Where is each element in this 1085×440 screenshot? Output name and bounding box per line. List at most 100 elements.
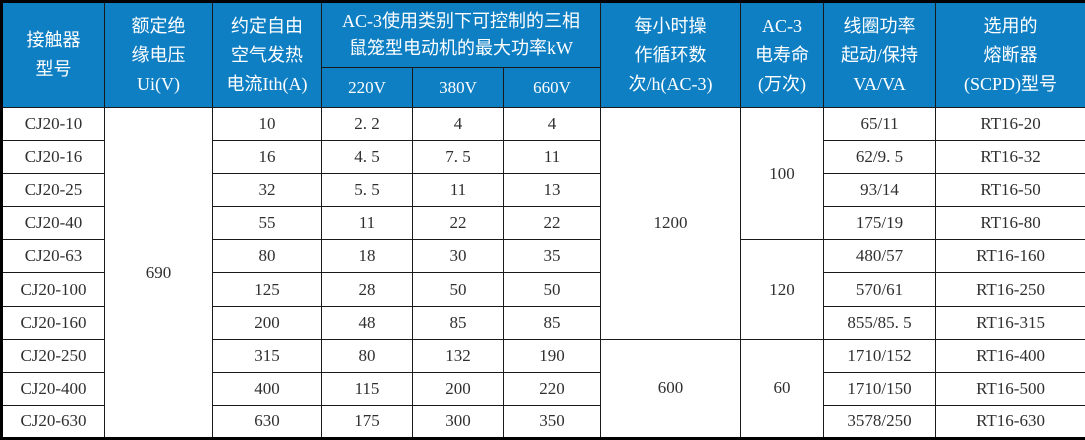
cell-kw660: 35 bbox=[502, 239, 602, 274]
header-insulation-voltage-line2: 缘电压 bbox=[131, 44, 186, 65]
cell-kw380: 4 bbox=[412, 106, 504, 142]
cell-coil: 1710/152 bbox=[823, 338, 937, 373]
cell-coil: 1710/150 bbox=[823, 371, 937, 406]
cell-kw660: 13 bbox=[502, 173, 602, 208]
cell-kw380: 50 bbox=[412, 272, 504, 307]
header-sub-660v: 660V bbox=[502, 67, 602, 108]
header-coil-power-line1: 线圈功率 bbox=[843, 15, 916, 36]
cell-kw220: 80 bbox=[321, 338, 413, 373]
cell-kw380: 22 bbox=[412, 206, 504, 241]
header-electrical-life-line2: 电寿命 bbox=[755, 44, 810, 65]
header-insulation-voltage: 额定绝 缘电压 Ui(V) bbox=[104, 1, 213, 108]
cell-fuse: RT16-160 bbox=[935, 239, 1085, 274]
header-thermal-current: 约定自由 空气发热 电流Ith(A) bbox=[212, 1, 322, 108]
header-coil-power: 线圈功率 起动/保持 VA/VA bbox=[823, 1, 937, 108]
cell-life-span-100: 100 bbox=[740, 106, 825, 241]
cell-kw660: 11 bbox=[502, 140, 602, 175]
cell-coil: 855/85. 5 bbox=[823, 305, 937, 340]
cell-kw660: 190 bbox=[502, 338, 602, 373]
cell-fuse: RT16-500 bbox=[935, 371, 1085, 406]
header-electrical-life-line1: AC-3 bbox=[762, 15, 803, 36]
table-row: CJ20-100 125 28 50 50 570/61 RT16-250 bbox=[1, 272, 1085, 307]
cell-ith: 125 bbox=[212, 272, 322, 307]
cell-fuse: RT16-400 bbox=[935, 338, 1085, 373]
header-thermal-current-line3: 电流Ith(A) bbox=[226, 73, 308, 94]
cell-life-span-60: 60 bbox=[740, 338, 825, 440]
cell-kw220: 5. 5 bbox=[321, 173, 413, 208]
cell-kw220: 18 bbox=[321, 239, 413, 274]
cell-kw380: 30 bbox=[412, 239, 504, 274]
cell-model: CJ20-160 bbox=[1, 305, 105, 340]
cell-kw380: 85 bbox=[412, 305, 504, 340]
header-coil-power-line3: VA/VA bbox=[853, 73, 906, 94]
cell-ith: 200 bbox=[212, 305, 322, 340]
header-fuse-line2: 熔断器 bbox=[983, 44, 1038, 65]
header-sub-380v: 380V bbox=[412, 67, 504, 108]
cell-kw220: 2. 2 bbox=[321, 106, 413, 142]
cell-kw660: 350 bbox=[502, 404, 602, 440]
cell-fuse: RT16-630 bbox=[935, 404, 1085, 440]
cell-kw660: 22 bbox=[502, 206, 602, 241]
cell-model: CJ20-25 bbox=[1, 173, 105, 208]
header-electrical-life-line3: (万次) bbox=[758, 73, 807, 94]
header-fuse-line1: 选用的 bbox=[983, 15, 1038, 36]
header-max-power-group: AC-3使用类别下可控制的三相 鼠笼型电动机的最大功率kW bbox=[320, 1, 602, 68]
header-model-line2: 型号 bbox=[35, 59, 72, 79]
cell-ith: 80 bbox=[212, 239, 322, 274]
header-cycles-line2: 作循环数 bbox=[634, 44, 707, 65]
cell-coil: 62/9. 5 bbox=[823, 140, 937, 175]
cell-insulation-voltage-span: 690 bbox=[104, 107, 213, 439]
cell-ith: 55 bbox=[212, 206, 322, 241]
cell-cycles-span-high: 1200 bbox=[600, 107, 742, 340]
header-electrical-life: AC-3 电寿命 (万次) bbox=[740, 1, 825, 108]
cell-ith: 32 bbox=[212, 173, 322, 208]
cell-coil: 480/57 bbox=[823, 239, 937, 274]
cell-kw220: 11 bbox=[321, 206, 413, 241]
cell-fuse: RT16-50 bbox=[935, 173, 1085, 208]
table-row: CJ20-25 32 5. 5 11 13 93/14 RT16-50 bbox=[1, 173, 1085, 208]
table-row: CJ20-16 16 4. 5 7. 5 11 62/9. 5 RT16-32 bbox=[1, 140, 1085, 175]
cell-fuse: RT16-20 bbox=[935, 106, 1085, 142]
header-sub-220v: 220V bbox=[321, 67, 413, 108]
cell-kw220: 175 bbox=[321, 404, 413, 440]
cell-kw380: 300 bbox=[412, 404, 504, 440]
table-header: 接触器 型号 额定绝 缘电压 Ui(V) 约定自由 空气发热 电流Ith(A) … bbox=[1, 1, 1085, 108]
cell-kw660: 50 bbox=[502, 272, 602, 307]
header-cycles-line3: 次/h(AC-3) bbox=[628, 73, 713, 94]
header-thermal-current-line1: 约定自由 bbox=[231, 15, 303, 36]
header-insulation-voltage-line1: 额定绝 bbox=[131, 15, 186, 36]
cell-fuse: RT16-250 bbox=[935, 272, 1085, 307]
cell-kw220: 115 bbox=[321, 371, 413, 406]
cell-kw220: 4. 5 bbox=[321, 140, 413, 175]
cell-model: CJ20-63 bbox=[1, 239, 105, 274]
header-coil-power-line2: 起动/保持 bbox=[841, 44, 919, 65]
cell-coil: 93/14 bbox=[823, 173, 937, 208]
header-fuse: 选用的 熔断器 (SCPD)型号 bbox=[935, 1, 1085, 108]
cell-kw660: 85 bbox=[502, 305, 602, 340]
cell-model: CJ20-100 bbox=[1, 272, 105, 307]
cell-model: CJ20-10 bbox=[1, 106, 105, 142]
cell-model: CJ20-400 bbox=[1, 371, 105, 406]
cell-kw380: 7. 5 bbox=[412, 140, 504, 175]
cell-life-span-120: 120 bbox=[740, 239, 825, 340]
header-max-power-line2: 鼠笼型电动机的最大功率kW bbox=[349, 38, 574, 58]
cell-coil: 65/11 bbox=[823, 106, 937, 142]
cell-ith: 315 bbox=[212, 338, 322, 373]
cell-kw660: 4 bbox=[502, 106, 602, 142]
header-thermal-current-line2: 空气发热 bbox=[231, 44, 303, 65]
header-cycles: 每小时操 作循环数 次/h(AC-3) bbox=[600, 1, 742, 108]
table-row: CJ20-10 690 10 2. 2 4 4 1200 100 65/11 R… bbox=[1, 106, 1085, 439]
cell-ith: 16 bbox=[212, 140, 322, 175]
cell-kw220: 48 bbox=[321, 305, 413, 340]
header-model-line1: 接触器 bbox=[26, 30, 81, 50]
table-row: CJ20-40 55 11 22 22 175/19 RT16-80 bbox=[1, 206, 1085, 241]
table-body: CJ20-10 690 10 2. 2 4 4 1200 100 65/11 R… bbox=[1, 106, 1085, 440]
cell-coil: 175/19 bbox=[823, 206, 937, 241]
cell-fuse: RT16-32 bbox=[935, 140, 1085, 175]
cell-fuse: RT16-80 bbox=[935, 206, 1085, 241]
cell-model: CJ20-250 bbox=[1, 338, 105, 373]
table-row: CJ20-63 80 18 30 35 120 480/57 RT16-160 bbox=[1, 239, 1085, 340]
cell-model: CJ20-16 bbox=[1, 140, 105, 175]
table-row: CJ20-630 630 175 300 350 3578/250 RT16-6… bbox=[1, 404, 1085, 440]
